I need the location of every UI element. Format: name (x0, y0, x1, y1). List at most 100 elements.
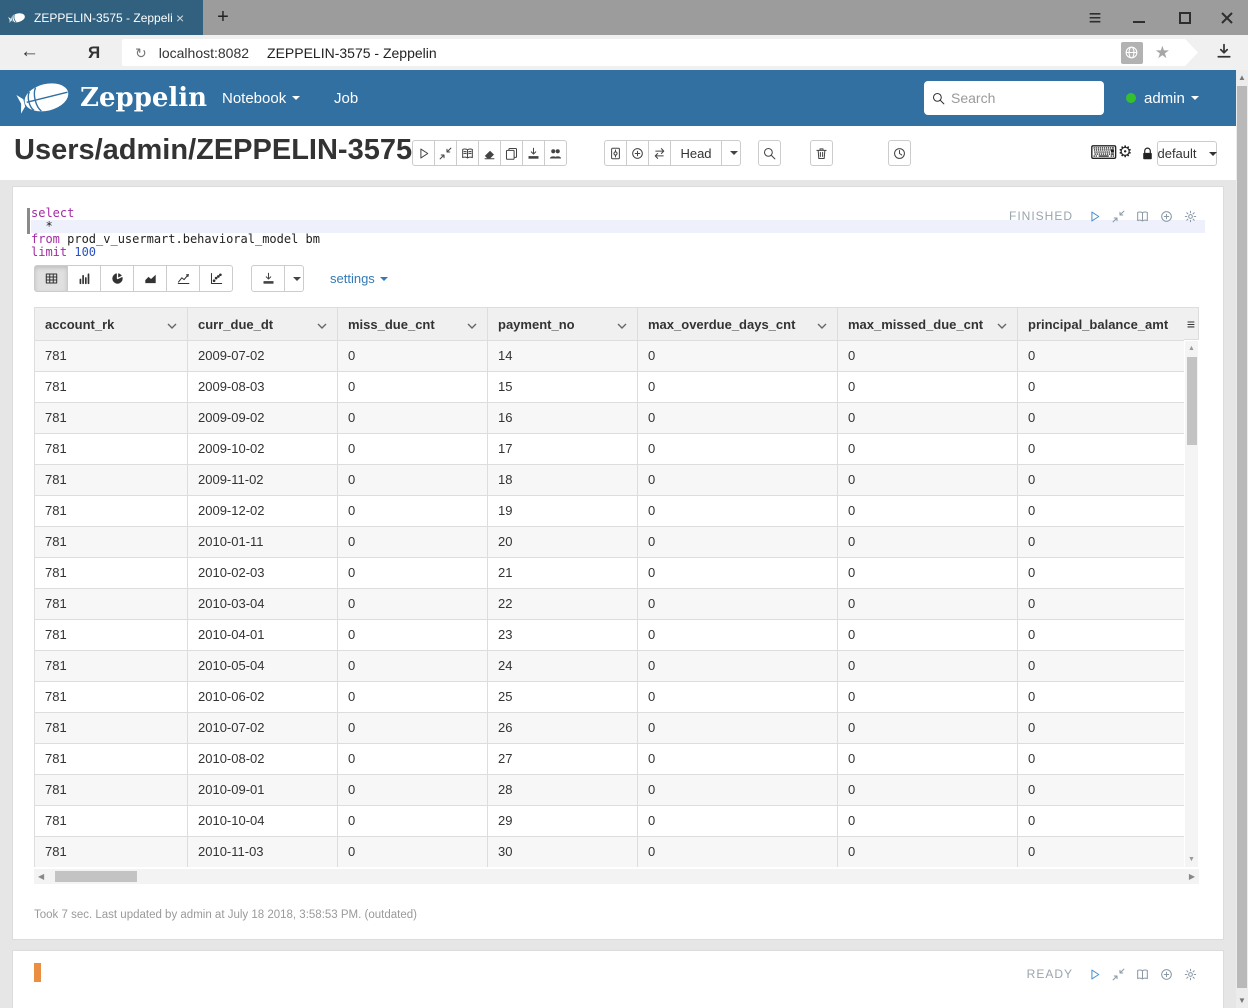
site-globe-icon[interactable] (1121, 42, 1143, 64)
table-cell: 0 (338, 434, 488, 465)
user-menu[interactable]: admin (1126, 70, 1199, 126)
shrink-button[interactable] (434, 140, 457, 166)
permissions-button[interactable] (544, 140, 567, 166)
scroll-up-icon[interactable]: ▲ (1238, 73, 1246, 82)
table-cell: 14 (488, 341, 638, 372)
paragraph-2[interactable]: READY (12, 950, 1224, 1008)
note-config-button[interactable]: ⚙ (1118, 126, 1132, 180)
search-code-button[interactable] (758, 140, 781, 166)
interpreter-binding-button[interactable]: default (1157, 141, 1217, 166)
column-menu-chevron-icon[interactable] (317, 317, 327, 332)
code-line: limit 100 (31, 245, 97, 259)
add-button[interactable] (1160, 210, 1173, 223)
column-menu-chevron-icon[interactable] (817, 317, 827, 332)
shrink-button[interactable] (1112, 210, 1125, 223)
bookmark-star-icon[interactable]: ★ (1154, 43, 1170, 62)
scroll-down-icon[interactable]: ▼ (1188, 856, 1195, 863)
show-hide-code-icon (461, 147, 474, 160)
grid-hscrollbar[interactable]: ◀ ▶ (34, 869, 1199, 884)
table-cell: 781 (35, 713, 188, 744)
run-all-button[interactable] (412, 140, 435, 166)
commit-button[interactable] (604, 140, 627, 166)
nav-menu-notebook[interactable]: Notebook (222, 70, 301, 126)
column-menu-chevron-icon[interactable] (617, 317, 627, 332)
output-button[interactable] (1136, 210, 1149, 223)
bar-chart-button[interactable] (67, 265, 101, 292)
revision-dropdown-button[interactable] (721, 140, 741, 166)
revisions-button[interactable] (626, 140, 649, 166)
new-tab-button[interactable]: + (217, 6, 229, 28)
search-input[interactable] (951, 90, 1081, 106)
settings-button[interactable] (1184, 968, 1197, 981)
note-title[interactable]: Users/admin/ZEPPELIN-3575 (14, 134, 413, 166)
column-header-payment_no[interactable]: payment_no (488, 308, 638, 341)
grid-vscrollbar[interactable]: ▲ ▼ (1185, 341, 1198, 867)
status-badge: FINISHED (1008, 209, 1073, 223)
shrink-icon (1112, 210, 1125, 223)
back-button-icon[interactable]: ← (20, 41, 39, 62)
run-button[interactable] (1088, 968, 1101, 981)
scatter-chart-button[interactable] (199, 265, 233, 292)
add-button[interactable] (1160, 968, 1173, 981)
table-cell: 0 (1018, 744, 1184, 775)
table-button[interactable] (34, 265, 68, 292)
column-header-curr_due_dt[interactable]: curr_due_dt (188, 308, 338, 341)
remove-note-button[interactable] (810, 140, 833, 166)
nav-menu-job[interactable]: Job (334, 89, 359, 107)
clone-button[interactable] (500, 140, 523, 166)
page-scroll-thumb[interactable] (1237, 86, 1247, 988)
download-data-button[interactable] (251, 265, 285, 292)
area-chart-button[interactable] (133, 265, 167, 292)
hscroll-thumb[interactable] (55, 871, 137, 882)
column-header-principal_balance_amt[interactable]: principal_balance_amt (1018, 308, 1184, 341)
vscroll-thumb[interactable] (1187, 357, 1197, 445)
pie-chart-button[interactable] (100, 265, 134, 292)
column-header-max_overdue_days_cnt[interactable]: max_overdue_days_cnt (638, 308, 838, 341)
scroll-up-icon[interactable]: ▲ (1188, 345, 1195, 352)
page-scrollbar[interactable]: ▲ ▼ (1236, 70, 1248, 1008)
shrink-button[interactable] (1112, 968, 1125, 981)
shortcuts-button[interactable]: ⌨ (1090, 126, 1117, 180)
code-line: from prod_v_usermart.behavioral_model bm (31, 232, 320, 246)
scroll-right-icon[interactable]: ▶ (1188, 872, 1195, 881)
grid-menu-icon[interactable]: ≡ (1184, 307, 1199, 340)
run-button[interactable] (1088, 210, 1101, 223)
tab-close-icon[interactable]: × (176, 9, 185, 26)
show-hide-code-button[interactable] (456, 140, 479, 166)
reload-icon[interactable]: ↻ (135, 44, 147, 61)
schedule-button[interactable] (888, 140, 911, 166)
column-menu-chevron-icon[interactable] (467, 317, 477, 332)
settings-link[interactable]: settings (330, 271, 388, 286)
downloads-icon[interactable] (1216, 43, 1232, 59)
head-revision-button[interactable]: Head (670, 140, 722, 166)
sql-editor[interactable]: select * from prod_v_usermart.behavioral_… (31, 207, 1205, 259)
url-field[interactable]: ↻ localhost:8082 ZEPPELIN-3575 - Zeppeli… (122, 39, 1198, 66)
permissions-lock-button[interactable] (1140, 126, 1155, 180)
column-menu-chevron-icon[interactable] (997, 317, 1007, 332)
chevron-down-icon (379, 276, 388, 281)
scroll-left-icon[interactable]: ◀ (38, 872, 45, 881)
clear-output-button[interactable] (478, 140, 501, 166)
column-header-account_rk[interactable]: account_rk (35, 308, 188, 341)
column-menu-chevron-icon[interactable] (167, 317, 177, 332)
compare-icon (653, 147, 666, 160)
browser-tab[interactable]: ZEPPELIN-3575 - Zeppeli × (0, 0, 203, 35)
browser-menu-icon[interactable]: ≡ (1088, 4, 1102, 30)
output-button[interactable] (1136, 968, 1149, 981)
window-maximize-icon[interactable] (1170, 0, 1200, 35)
compare-button[interactable] (648, 140, 671, 166)
window-close-icon[interactable] (1212, 0, 1242, 35)
scroll-down-icon[interactable]: ▼ (1238, 996, 1246, 1005)
window-minimize-icon[interactable] (1124, 0, 1154, 35)
export-button[interactable] (522, 140, 545, 166)
table-cell: 0 (838, 651, 1018, 682)
column-header-miss_due_cnt[interactable]: miss_due_cnt (338, 308, 488, 341)
search-box[interactable] (924, 81, 1104, 115)
line-chart-button[interactable] (166, 265, 200, 292)
settings-button[interactable] (1184, 210, 1197, 223)
download-options-button[interactable] (284, 265, 304, 292)
table-cell: 16 (488, 403, 638, 434)
yandex-logo-icon[interactable]: Я (88, 43, 101, 62)
zeppelin-brand[interactable]: Zeppelin (16, 76, 207, 120)
column-header-max_missed_due_cnt[interactable]: max_missed_due_cnt (838, 308, 1018, 341)
